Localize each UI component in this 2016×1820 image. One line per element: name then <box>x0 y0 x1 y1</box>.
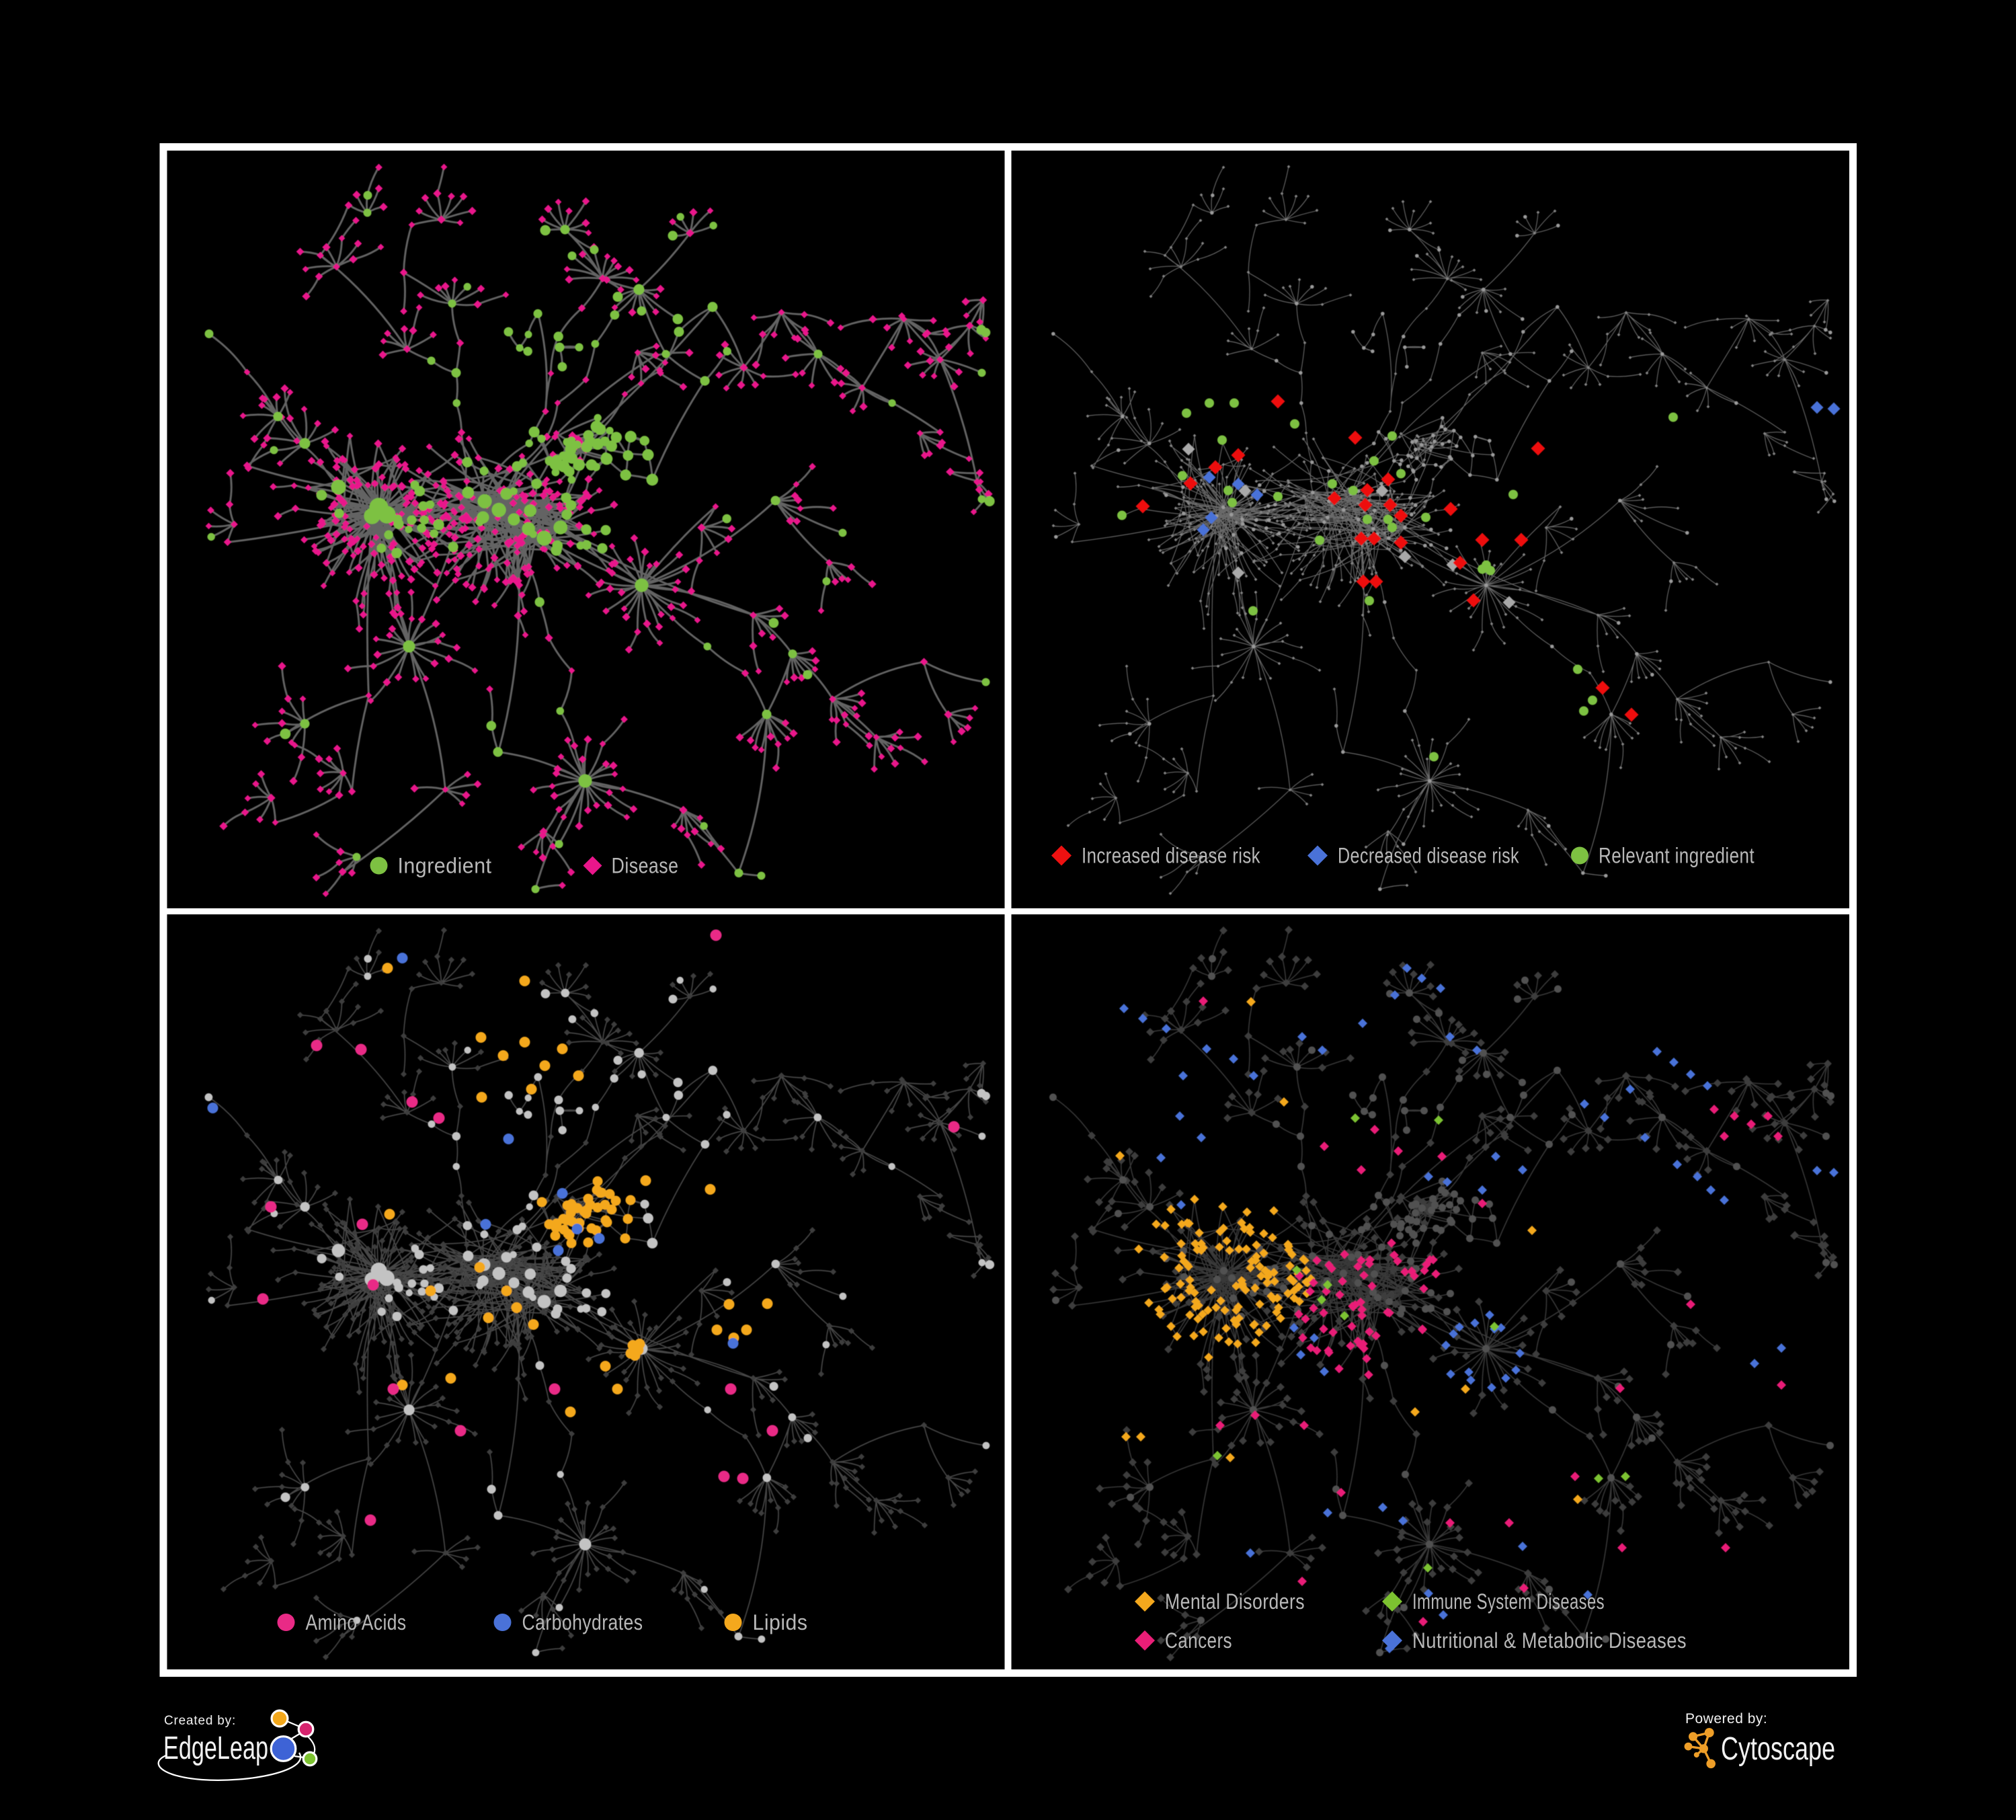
svg-text:Disease: Disease <box>612 854 679 878</box>
svg-text:Created by:: Created by: <box>164 1714 236 1728</box>
svg-text:Lipids: Lipids <box>753 1610 808 1634</box>
svg-text:Mental Disorders: Mental Disorders <box>1165 1589 1305 1614</box>
svg-text:Decreased disease risk: Decreased disease risk <box>1338 844 1519 868</box>
svg-text:Nutritional & Metabolic Diseas: Nutritional & Metabolic Diseases <box>1412 1628 1687 1653</box>
svg-text:Immune System Diseases: Immune System Diseases <box>1412 1589 1605 1614</box>
svg-text:EdgeLeap: EdgeLeap <box>163 1731 268 1766</box>
svg-text:Carbohydrates: Carbohydrates <box>522 1610 643 1634</box>
svg-text:Powered by:: Powered by: <box>1685 1711 1767 1727</box>
svg-text:Ingredient: Ingredient <box>398 854 492 878</box>
svg-text:Cytoscape: Cytoscape <box>1721 1731 1835 1767</box>
svg-text:Relevant ingredient: Relevant ingredient <box>1599 844 1755 868</box>
svg-text:Increased disease risk: Increased disease risk <box>1082 844 1260 868</box>
svg-text:Cancers: Cancers <box>1165 1628 1232 1653</box>
svg-text:Amino Acids: Amino Acids <box>306 1610 407 1634</box>
